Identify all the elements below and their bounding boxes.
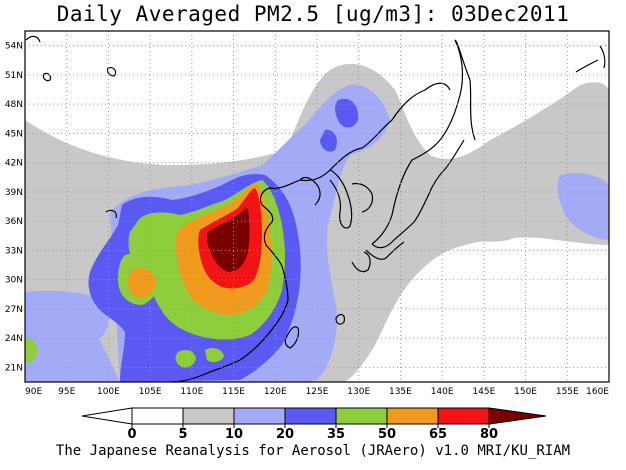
longitude-label: 130E <box>347 387 370 397</box>
colorbar-label: 35 <box>327 427 345 442</box>
longitude-label: 95E <box>58 387 75 397</box>
longitude-label: 150E <box>514 387 537 397</box>
latitude-label: 36N <box>5 217 23 227</box>
colorbar-label: 20 <box>276 427 294 442</box>
longitude-label: 120E <box>264 387 287 397</box>
latitude-label: 30N <box>5 276 23 286</box>
latitude-label: 45N <box>5 129 23 139</box>
latitude-label: 21N <box>5 363 23 373</box>
colorbar-arrow-high <box>488 407 547 425</box>
longitude-labels: 90E 95E 100E 105E 110E 115E 120E 125E 130E 135E 14… <box>25 387 609 397</box>
longitude-label: 140E <box>431 387 454 397</box>
colorbar-label: 10 <box>225 427 243 442</box>
colorbar-65-80 <box>437 407 490 425</box>
colorbar-0-5 <box>131 407 184 425</box>
colorbar-35-50 <box>335 407 388 425</box>
longitude-label: 155E <box>556 387 579 397</box>
latitude-labels: 21N 24N 27N 30N 33N 36N 39N 42N 45N 48N 51N 54N <box>5 42 23 374</box>
longitude-label: 145E <box>472 387 495 397</box>
graticule <box>25 31 609 382</box>
footer-credit: The Japanese Reanalysis for Aerosol (JRA… <box>55 443 571 459</box>
latitude-label: 39N <box>5 188 23 198</box>
longitude-label: 90E <box>25 387 42 397</box>
concentration-field <box>25 31 609 382</box>
colorbar-label: 65 <box>429 427 447 442</box>
colorbar-50-65 <box>386 407 439 425</box>
colorbar-label: 5 <box>178 427 187 442</box>
colorbar-20-35 <box>284 407 337 425</box>
longitude-label: 105E <box>139 387 162 397</box>
colorbar-label: 50 <box>378 427 396 442</box>
latitude-label: 33N <box>5 246 23 256</box>
map-title: Daily Averaged PM2.5 [ug/m3]: 03Dec2011 <box>56 2 570 26</box>
longitude-label: 115E <box>222 387 245 397</box>
longitude-label: 160E <box>586 387 609 397</box>
latitude-label: 24N <box>5 334 23 344</box>
longitude-label: 135E <box>389 387 412 397</box>
latitude-label: 42N <box>5 159 23 169</box>
colorbar-10-20 <box>233 407 286 425</box>
colorbar-arrow-low <box>81 407 133 425</box>
colorbar-5-10 <box>182 407 235 425</box>
latitude-label: 48N <box>5 100 23 110</box>
longitude-label: 100E <box>97 387 120 397</box>
longitude-label: 125E <box>306 387 329 397</box>
colorbar-label: 0 <box>127 427 136 442</box>
colorbar: 0 5 10 20 35 50 65 80 <box>81 407 547 442</box>
latitude-label: 27N <box>5 305 23 315</box>
longitude-label: 110E <box>180 387 203 397</box>
shade-gt-80 <box>206 208 250 272</box>
latitude-label: 54N <box>5 42 23 52</box>
colorbar-label: 80 <box>480 427 498 442</box>
map-frame <box>24 30 610 383</box>
latitude-label: 51N <box>5 71 23 81</box>
